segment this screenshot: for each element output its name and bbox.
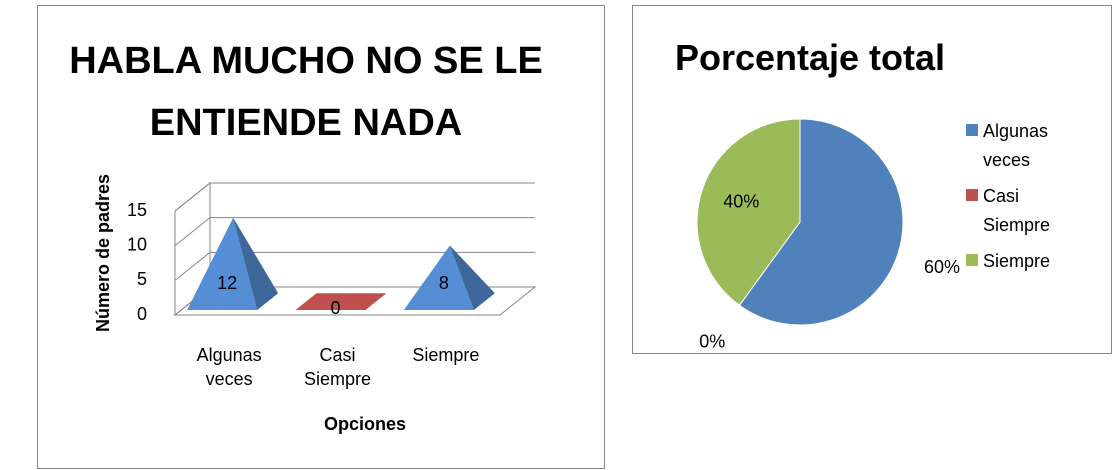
x-axis-label: Opciones	[323, 414, 407, 434]
legend-swatch	[966, 124, 978, 136]
legend-label: Algunas veces	[983, 121, 1049, 170]
legend-label: Siempre	[983, 251, 1051, 271]
data-label: 12	[217, 273, 237, 293]
bar	[403, 245, 474, 310]
y-tick-label: 10	[127, 234, 147, 254]
bar-side	[233, 217, 279, 310]
chart-frame	[37, 5, 605, 469]
data-label: 40%	[723, 192, 759, 212]
x-tick-label: Algunas veces	[196, 345, 262, 389]
data-label: 0	[330, 298, 340, 318]
legend-swatch	[966, 254, 978, 266]
bar	[187, 217, 258, 310]
grid-line	[174, 217, 535, 247]
x-tick-label: Siempre	[412, 345, 480, 365]
grid-line	[174, 251, 535, 281]
bar	[295, 293, 387, 310]
data-label: 60%	[924, 257, 960, 277]
data-label: 8	[439, 273, 449, 293]
bar-side	[449, 245, 495, 310]
x-tick-label: Casi Siempre	[303, 345, 372, 389]
pie-slice	[696, 118, 801, 307]
y-tick-label: 15	[127, 200, 147, 220]
chart-title: HABLA MUCHO NO SE LE ENTIENDE NADA	[69, 40, 543, 144]
y-tick-label: 0	[137, 304, 147, 324]
data-label: 0%	[699, 332, 725, 352]
y-tick-label: 5	[137, 269, 147, 289]
grid-line	[174, 182, 535, 212]
chart-title: Porcentaje total	[674, 37, 946, 78]
legend-label: Casi Siempre	[983, 186, 1051, 235]
y-axis-label: Número de padres	[93, 174, 113, 332]
legend-swatch	[966, 189, 978, 201]
pie-slice	[738, 118, 904, 326]
